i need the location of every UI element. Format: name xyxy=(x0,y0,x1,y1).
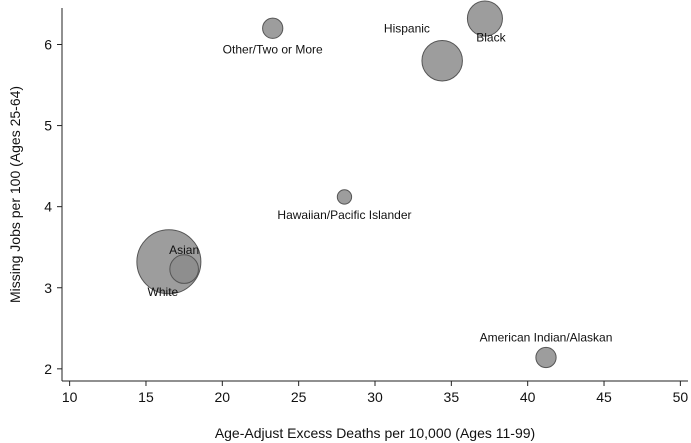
x-tick-label: 25 xyxy=(291,389,307,405)
y-tick-label: 4 xyxy=(44,199,52,215)
bubble-point xyxy=(336,189,353,205)
x-tick-label: 10 xyxy=(62,389,78,405)
y-tick-label: 3 xyxy=(44,280,52,296)
bubble-point xyxy=(169,254,199,284)
point-label: American Indian/Alaskan xyxy=(480,330,613,344)
point-label: Asian xyxy=(169,243,199,257)
point-label: Hispanic xyxy=(384,21,430,35)
x-tick-label: 20 xyxy=(215,389,231,405)
point-label: White xyxy=(148,285,179,299)
plot-marks: White Asian Other/Two or More Hawaiian/Paci… xyxy=(136,0,613,369)
y-tick-label: 5 xyxy=(44,118,52,134)
y-axis-title: Missing Jobs per 100 (Ages 25-64) xyxy=(7,86,23,303)
x-tick-label: 45 xyxy=(596,389,612,405)
y-tick-label: 2 xyxy=(44,361,52,377)
x-tick-label: 40 xyxy=(520,389,536,405)
x-axis-title: Age-Adjust Excess Deaths per 10,000 (Age… xyxy=(215,425,535,441)
bubble-point xyxy=(466,0,503,37)
bubble-point xyxy=(262,17,284,39)
point-label: Other/Two or More xyxy=(223,42,323,56)
x-tick-label: 35 xyxy=(444,389,460,405)
x-tick-label: 50 xyxy=(673,389,689,405)
y-tick-label: 6 xyxy=(44,36,52,52)
x-tick-label: 30 xyxy=(367,389,383,405)
point-label: Black xyxy=(476,31,506,45)
bubble-point xyxy=(421,39,463,82)
x-tick-label: 15 xyxy=(138,389,154,405)
point-label: Hawaiian/Pacific Islander xyxy=(277,208,411,222)
bubble-point xyxy=(535,346,557,369)
